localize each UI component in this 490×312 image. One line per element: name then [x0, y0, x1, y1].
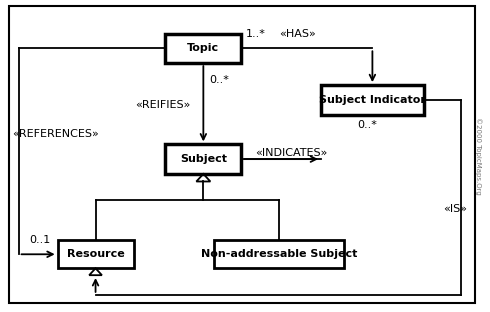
Text: Subject Indicator: Subject Indicator	[319, 95, 426, 105]
Text: 0..*: 0..*	[358, 120, 378, 130]
Text: «HAS»: «HAS»	[279, 29, 316, 39]
Text: ©2000 TopicMaps.Org: ©2000 TopicMaps.Org	[475, 117, 482, 195]
Text: Non-addressable Subject: Non-addressable Subject	[201, 249, 358, 259]
FancyBboxPatch shape	[58, 240, 133, 268]
Text: 0..*: 0..*	[210, 75, 230, 85]
Text: Topic: Topic	[187, 43, 220, 53]
Text: 1..*: 1..*	[246, 29, 266, 39]
Text: «IS»: «IS»	[443, 204, 467, 214]
FancyBboxPatch shape	[214, 240, 344, 268]
Text: «REIFIES»: «REIFIES»	[135, 100, 190, 110]
Text: Resource: Resource	[67, 249, 124, 259]
Text: «REFERENCES»: «REFERENCES»	[12, 129, 99, 139]
Text: 0..1: 0..1	[29, 235, 50, 245]
Text: «INDICATES»: «INDICATES»	[255, 148, 327, 158]
Text: Subject: Subject	[180, 154, 227, 164]
FancyBboxPatch shape	[321, 85, 424, 115]
FancyBboxPatch shape	[165, 34, 241, 63]
FancyBboxPatch shape	[165, 144, 241, 174]
